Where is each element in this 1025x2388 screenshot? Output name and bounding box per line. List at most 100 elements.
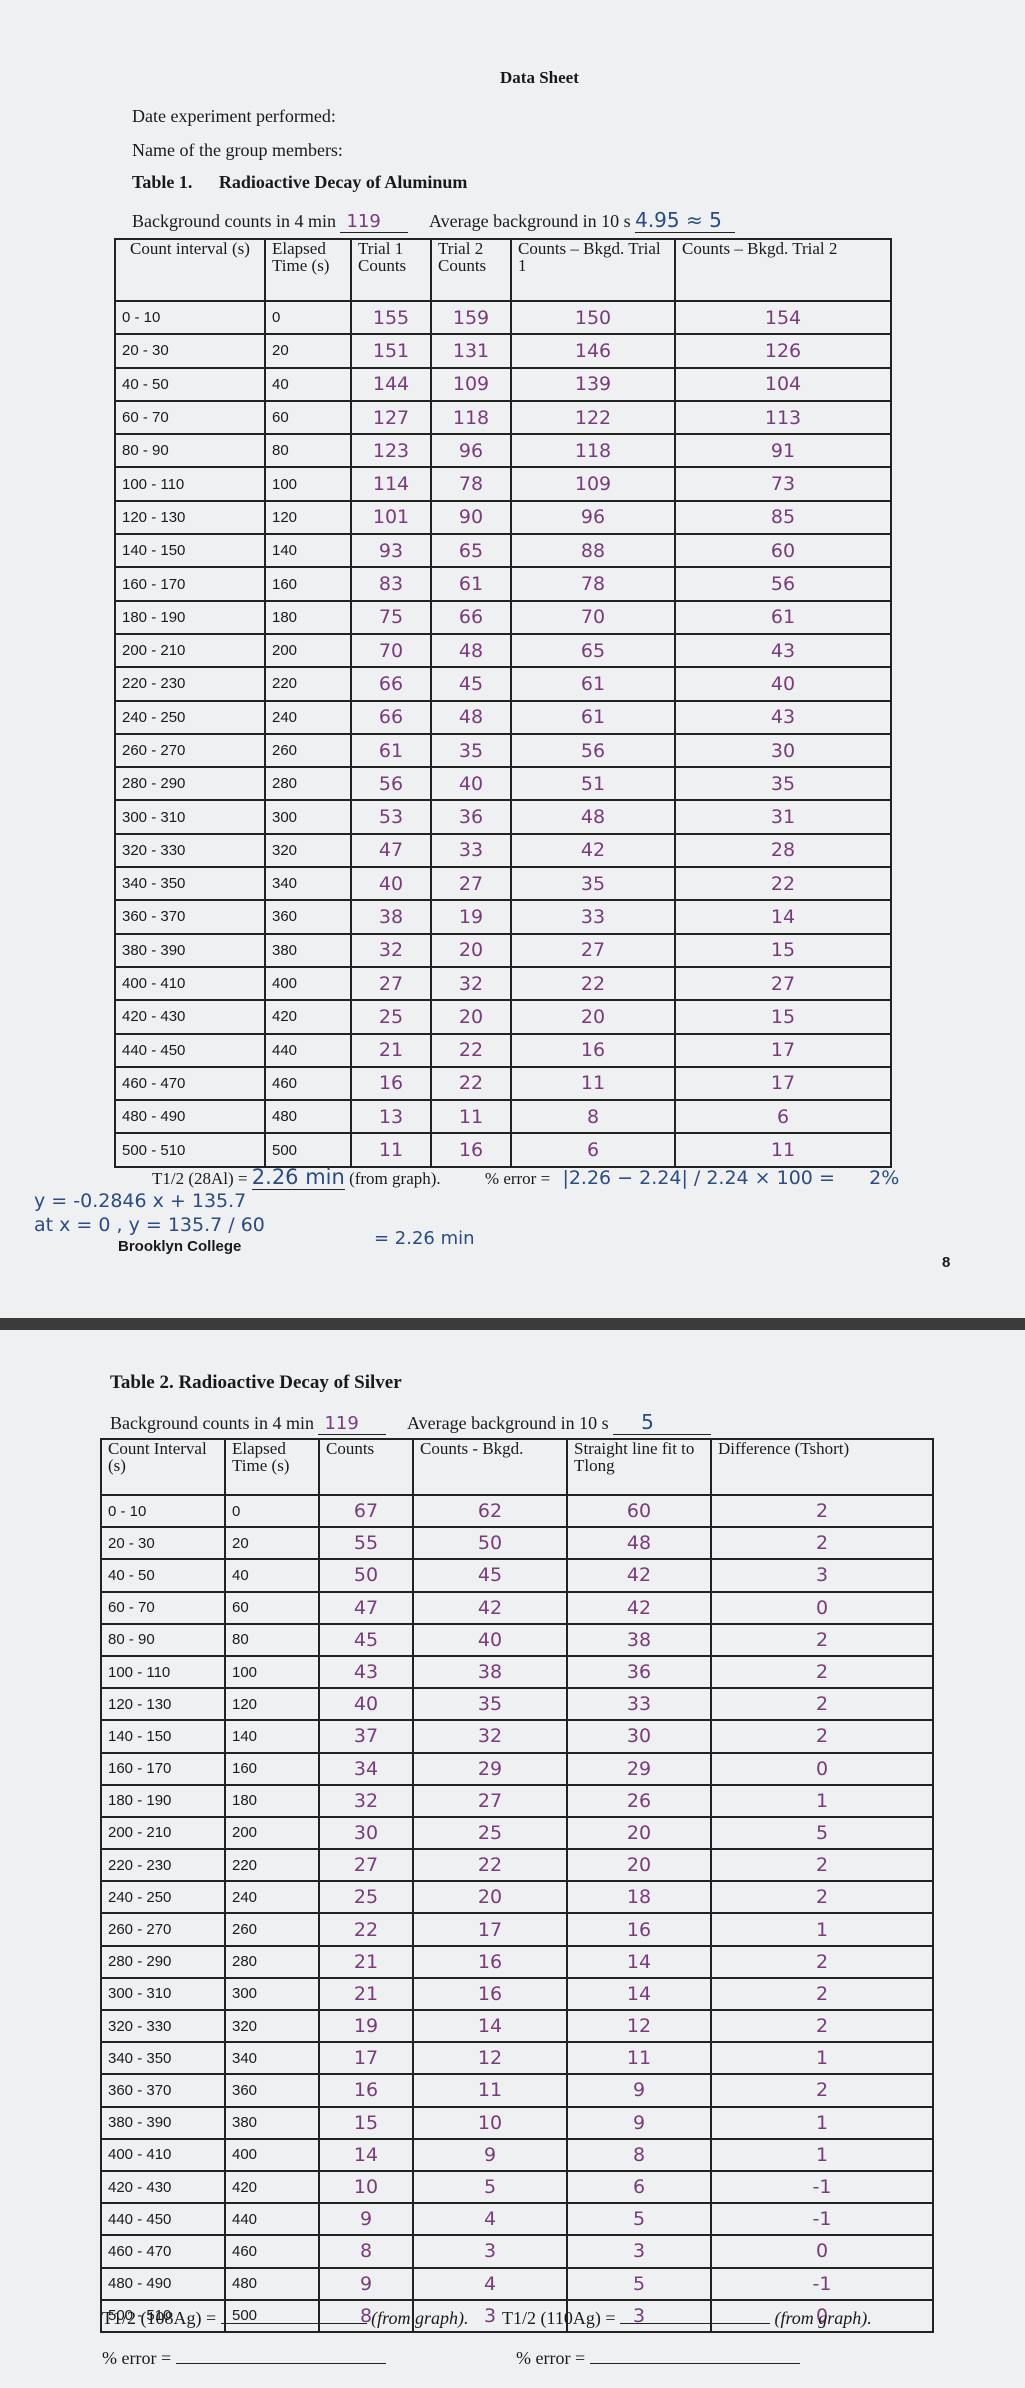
table-cell: 160 <box>264 566 352 602</box>
table-cell: 480 <box>224 2266 320 2301</box>
date-label: Date experiment performed: <box>132 106 336 126</box>
table-cell: 20 - 30 <box>114 333 266 369</box>
table-cell: 32 <box>430 965 512 1002</box>
table-cell: 1 <box>710 1783 934 1818</box>
table-cell: 45 <box>318 1622 414 1657</box>
table-cell: 180 <box>224 1783 320 1818</box>
table-cell: 5 <box>566 2266 712 2301</box>
table-cell: 220 - 230 <box>100 1848 226 1883</box>
table-cell: 140 - 150 <box>100 1719 226 1754</box>
table-cell: 300 <box>264 799 352 835</box>
table-cell: 200 - 210 <box>114 632 266 669</box>
table-cell: 17 <box>674 1065 892 1102</box>
table-cell: 154 <box>674 299 892 336</box>
table-cell: 160 - 170 <box>100 1751 226 1786</box>
table-cell: 42 <box>510 832 676 869</box>
table2-title: Table 2. Radioactive Decay of Silver <box>110 1372 402 1393</box>
table-cell: 2 <box>710 1719 934 1754</box>
error-110: % error = <box>516 2348 800 2369</box>
table-cell: 139 <box>510 366 676 402</box>
table-cell: 60 <box>224 1590 320 1625</box>
table-cell: 33 <box>566 1687 712 1722</box>
table-cell: 0 <box>264 299 352 336</box>
table-cell: 200 <box>264 632 352 669</box>
table-cell: 62 <box>412 1493 568 1529</box>
table-cell: 27 <box>318 1848 414 1883</box>
table-row: 240 - 250 240 66 48 61 43 <box>114 699 892 735</box>
table-cell: 29 <box>566 1751 712 1786</box>
table-cell: 2 <box>710 1848 934 1883</box>
table-cell: 25 <box>412 1815 568 1851</box>
table-cell: 400 <box>224 2137 320 2172</box>
fit-equation: y = -0.2846 x + 135.7 <box>34 1190 247 1212</box>
table-cell: 109 <box>510 466 676 502</box>
table-cell: 118 <box>430 399 512 436</box>
table-row: 420 - 430 420 25 20 20 15 <box>114 999 892 1035</box>
table-cell: 440 - 450 <box>114 1032 266 1068</box>
table-cell: 66 <box>350 699 432 735</box>
table-cell: 16 <box>412 1976 568 2012</box>
table-cell: 9 <box>318 2202 414 2237</box>
table-cell: 0 <box>710 1751 934 1786</box>
table-cell: 93 <box>350 533 432 569</box>
table-cell: 43 <box>318 1654 414 1690</box>
error-calc: |2.26 − 2.24| / 2.24 × 100 = <box>562 1167 835 1189</box>
table-cell: 22 <box>430 1065 512 1102</box>
error-108: % error = <box>102 2348 386 2369</box>
table-cell: 43 <box>674 699 892 735</box>
table-cell: 21 <box>350 1032 432 1068</box>
bg-label: Background counts in 4 min <box>132 211 336 231</box>
table-cell: -1 <box>710 2266 934 2301</box>
table-cell: 9 <box>412 2137 568 2172</box>
table-cell: 61 <box>510 666 676 702</box>
table-cell: 159 <box>430 299 512 336</box>
table-cell: 155 <box>350 299 432 336</box>
table-cell: 47 <box>318 1590 414 1625</box>
table-cell: 60 <box>264 399 352 436</box>
table-cell: 22 <box>412 1848 568 1883</box>
table-cell: 35 <box>674 766 892 802</box>
table-cell: 420 <box>224 2169 320 2205</box>
table-row: 180 - 190 180 75 66 70 61 <box>114 599 892 635</box>
table-cell: 113 <box>674 399 892 436</box>
table-cell: 220 <box>264 666 352 702</box>
table-cell: 30 <box>674 732 892 769</box>
table-cell: 40 - 50 <box>114 366 266 402</box>
table-cell: 50 <box>318 1558 414 1593</box>
table-cell: 120 <box>264 499 352 536</box>
col-header: Difference (Tshort) <box>710 1438 934 1496</box>
table-cell: 340 - 350 <box>100 2041 226 2076</box>
table-cell: 2 <box>710 2008 934 2044</box>
table-cell: 2 <box>710 1622 934 1657</box>
table-cell: 78 <box>510 566 676 602</box>
table-cell: 22 <box>318 1912 414 1947</box>
table-cell: 85 <box>674 499 892 536</box>
table-cell: 65 <box>430 533 512 569</box>
table-cell: 28 <box>674 832 892 869</box>
table-cell: 60 - 70 <box>100 1590 226 1625</box>
table-cell: 2 <box>710 1687 934 1722</box>
table-cell: 2 <box>710 2073 934 2108</box>
table-cell: 3 <box>710 1558 934 1593</box>
table-row: 280 - 290 280 56 40 51 35 <box>114 766 892 802</box>
table-cell: 42 <box>412 1590 568 1625</box>
table-row: 20 - 30 20 151 131 146 126 <box>114 333 892 369</box>
table-cell: 360 <box>264 899 352 935</box>
fit-result: = 2.26 min <box>374 1228 475 1249</box>
table-cell: 25 <box>350 999 432 1035</box>
error-label: % error = <box>484 1169 551 1188</box>
table-cell: 56 <box>510 732 676 769</box>
table-cell: 460 <box>264 1065 352 1102</box>
table-cell: 20 <box>510 999 676 1035</box>
table-cell: 300 <box>224 1976 320 2012</box>
table-cell: 340 <box>224 2041 320 2076</box>
avg-value: 5 <box>613 1410 712 1435</box>
table-row: 500 - 510 500 8 3 3 0 <box>100 2298 934 2333</box>
table-cell: 240 <box>264 699 352 735</box>
table-cell: 65 <box>510 632 676 669</box>
table-cell: 33 <box>510 899 676 935</box>
table-row: 260 - 270 260 22 17 16 1 <box>100 1912 934 1947</box>
table-cell: 60 <box>674 533 892 569</box>
table-cell: 8 <box>318 2298 414 2333</box>
table-row: 180 - 190 180 32 27 26 1 <box>100 1783 934 1818</box>
